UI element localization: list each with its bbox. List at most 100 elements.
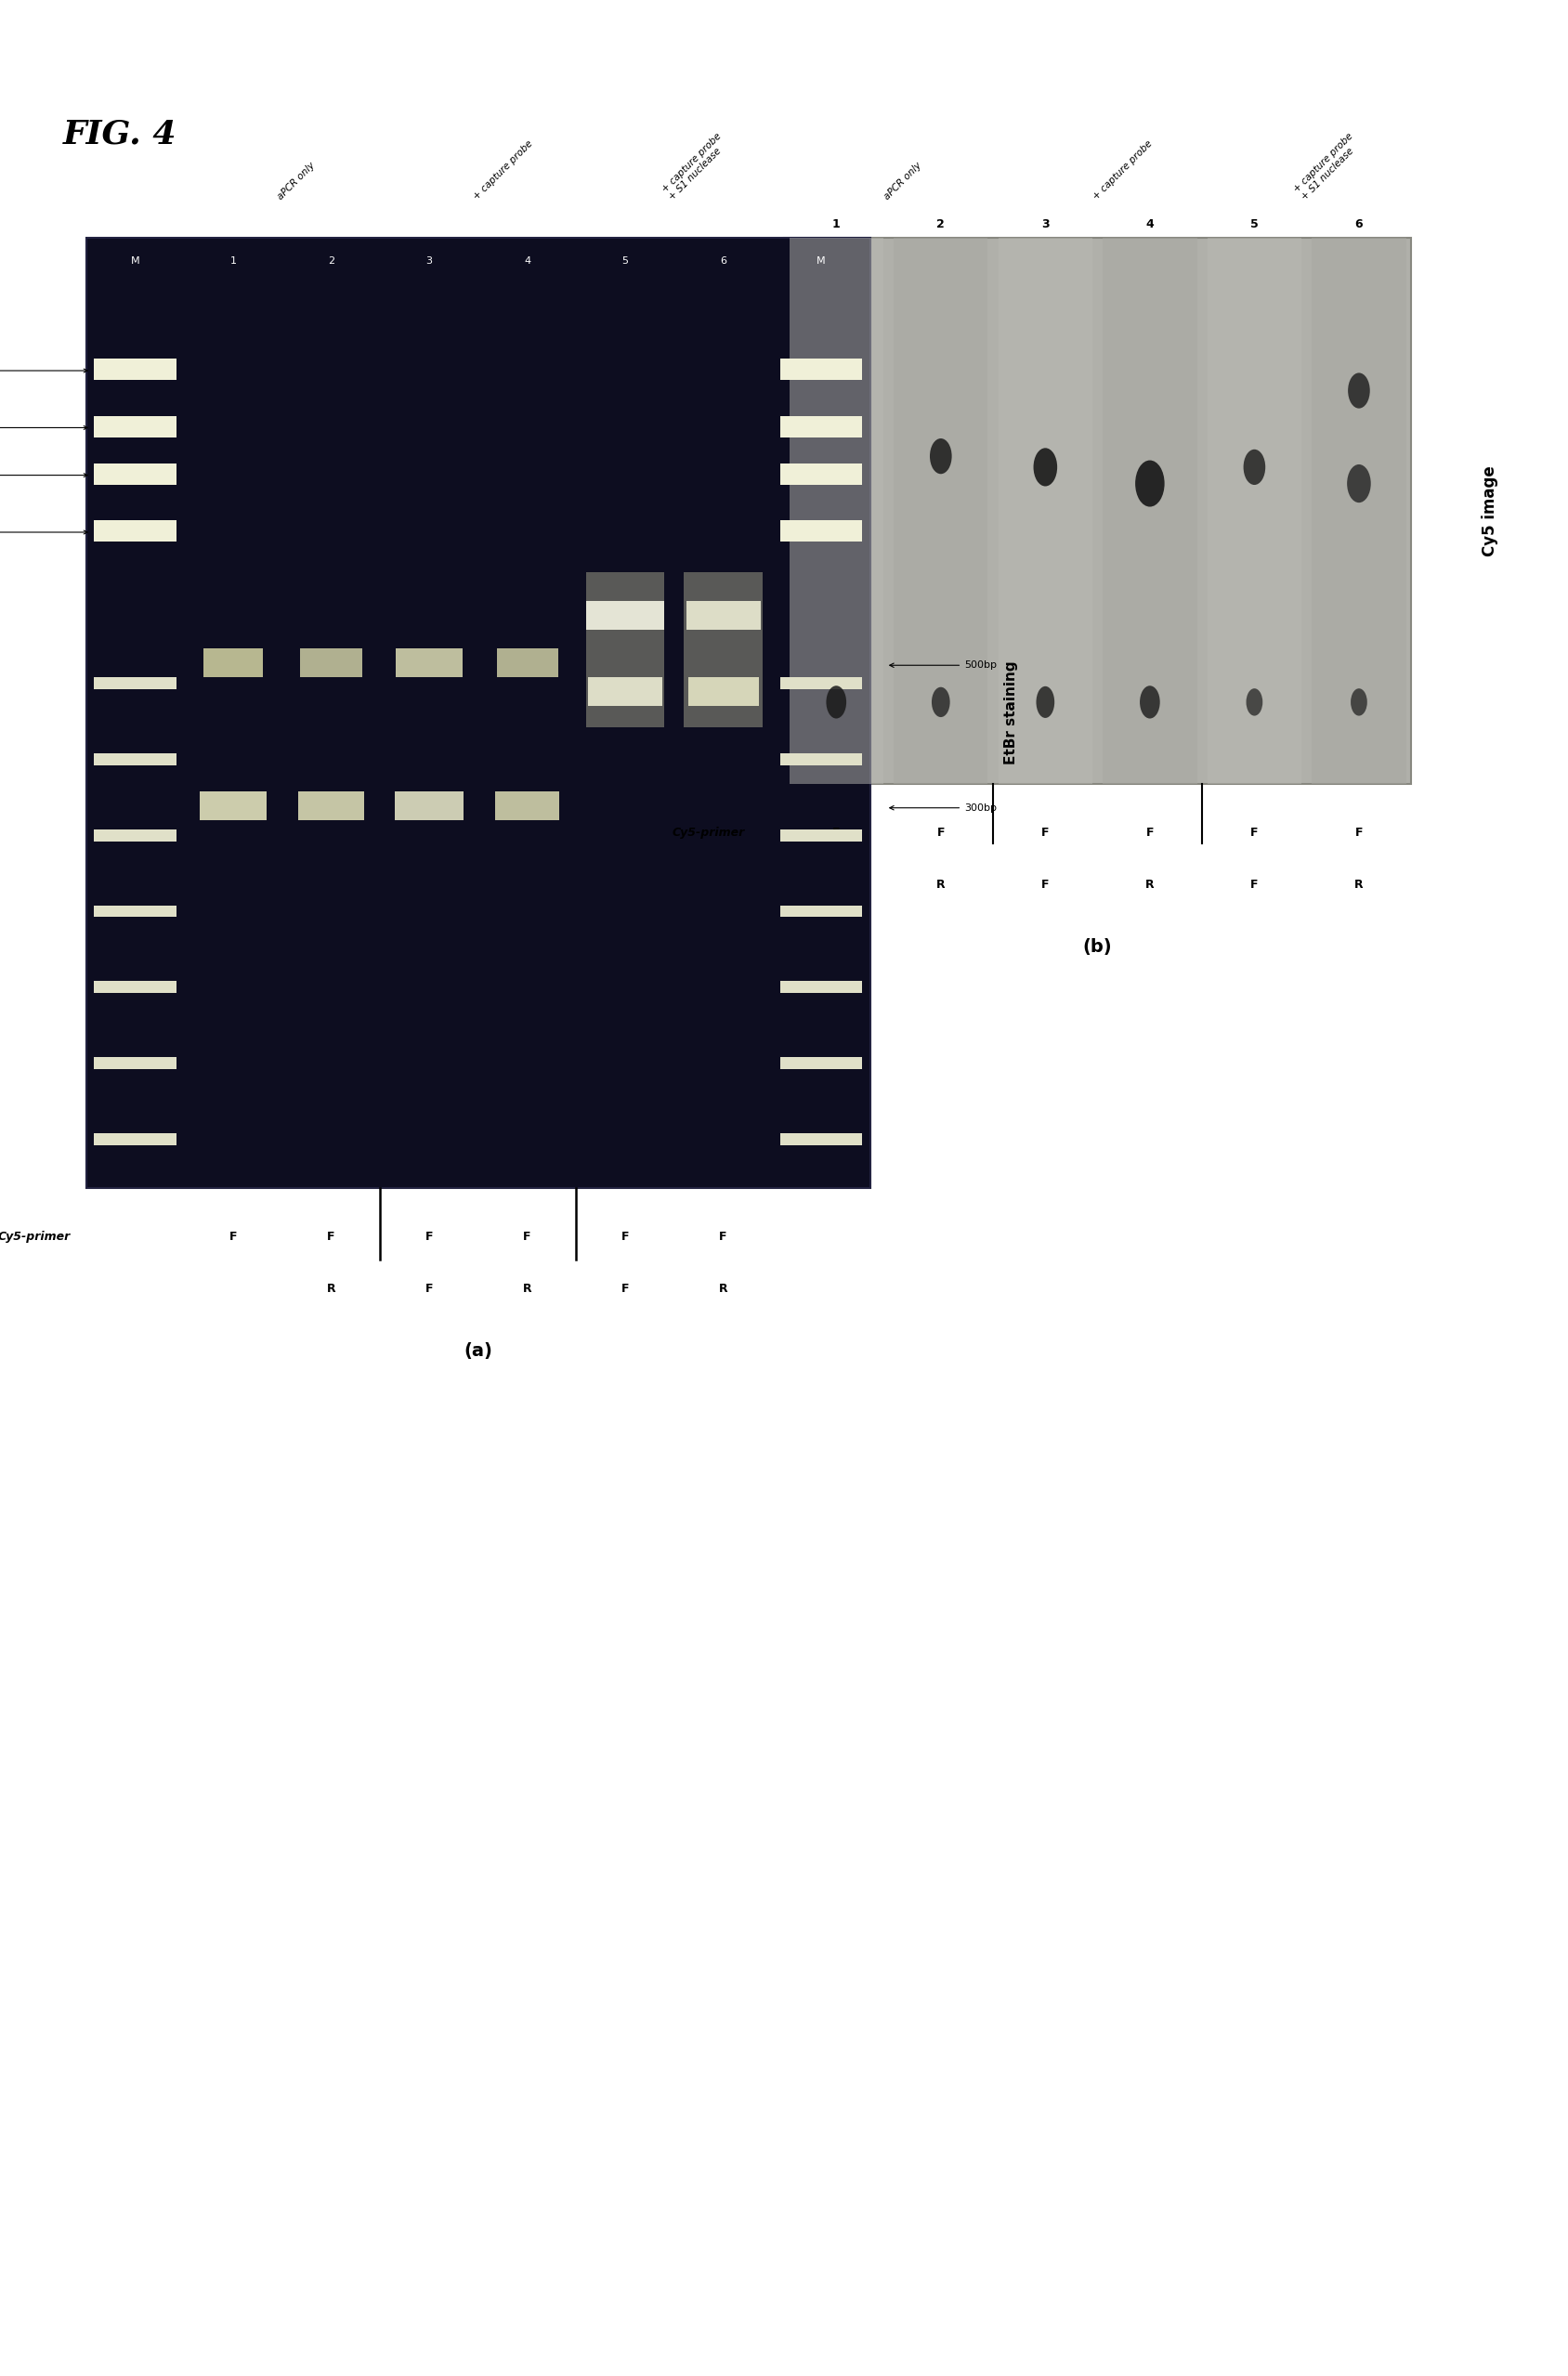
Bar [94, 829, 176, 841]
Text: Cy5 image: Cy5 image [1482, 466, 1497, 556]
Text: F: F [621, 1231, 629, 1243]
Text: 3: 3 [1041, 219, 1049, 230]
Text: F: F [1041, 827, 1049, 839]
Text: 1500bp: 1500bp [0, 470, 88, 480]
Ellipse shape [1348, 373, 1370, 409]
Text: 500bp: 500bp [889, 661, 997, 670]
Text: R: R [1355, 879, 1364, 891]
Text: F: F [425, 1283, 433, 1295]
Bar [1102, 238, 1196, 784]
Text: 6: 6 [1355, 219, 1363, 230]
Bar [784, 238, 1411, 784]
Text: 5: 5 [1250, 219, 1259, 230]
Text: Cy5-primer: Cy5-primer [0, 1231, 71, 1243]
Text: F: F [328, 1231, 336, 1243]
Bar [497, 649, 558, 677]
Text: F: F [1041, 879, 1049, 891]
Text: 2000bp: 2000bp [0, 423, 88, 432]
Ellipse shape [1140, 687, 1160, 718]
Bar [781, 829, 862, 841]
Bar [781, 677, 862, 689]
Text: (b): (b) [1083, 939, 1112, 955]
Ellipse shape [1135, 461, 1165, 506]
Text: M: M [817, 257, 826, 266]
Bar [586, 601, 665, 630]
Bar [94, 677, 176, 689]
Bar [789, 238, 883, 784]
Ellipse shape [1033, 449, 1057, 487]
Bar [781, 981, 862, 993]
Text: F: F [1250, 879, 1259, 891]
Text: 300bp: 300bp [889, 803, 997, 813]
Bar [781, 905, 862, 917]
Text: FIG. 4: FIG. 4 [63, 119, 177, 150]
Bar [781, 359, 862, 380]
Ellipse shape [930, 440, 952, 473]
Bar [94, 1133, 176, 1145]
Text: F: F [425, 1231, 433, 1243]
Text: + capture probe
+ S1 nuclease: + capture probe + S1 nuclease [1292, 131, 1363, 202]
Bar [588, 677, 663, 706]
Ellipse shape [931, 687, 950, 718]
Bar [688, 677, 759, 706]
Text: 1: 1 [230, 257, 237, 266]
Text: M: M [130, 257, 140, 266]
Text: 2: 2 [936, 219, 946, 230]
Text: (a): (a) [464, 1342, 492, 1359]
Text: R: R [326, 1283, 336, 1295]
Bar [94, 463, 176, 485]
Ellipse shape [826, 687, 847, 718]
Bar [894, 238, 988, 784]
Text: EtBr staining: EtBr staining [1005, 661, 1018, 765]
Text: 5: 5 [622, 257, 629, 266]
Ellipse shape [1036, 687, 1055, 718]
Bar [687, 601, 760, 630]
Bar [781, 1057, 862, 1069]
Text: Cy5-primer: Cy5-primer [673, 827, 745, 839]
Bar [495, 791, 560, 820]
Text: F: F [936, 827, 946, 839]
Bar [204, 649, 263, 677]
Bar [397, 649, 463, 677]
Text: R: R [718, 1283, 728, 1295]
Bar [298, 791, 365, 820]
Text: aPCR only: aPCR only [276, 162, 317, 202]
Bar [781, 753, 862, 765]
Bar [299, 649, 362, 677]
Text: aPCR only: aPCR only [881, 162, 924, 202]
Text: R: R [936, 879, 946, 891]
Bar [201, 791, 267, 820]
Text: F: F [1355, 827, 1363, 839]
Text: F: F [1250, 827, 1259, 839]
Bar [781, 520, 862, 542]
Bar [1312, 238, 1406, 784]
Bar [684, 573, 762, 727]
Bar [1207, 238, 1301, 784]
Text: 4: 4 [524, 257, 530, 266]
Text: R: R [1145, 879, 1154, 891]
Ellipse shape [1243, 449, 1265, 485]
Bar [86, 238, 870, 1188]
Text: F: F [1146, 827, 1154, 839]
Text: 1000bp: 1000bp [0, 527, 88, 537]
Text: + capture probe
+ S1 nuclease: + capture probe + S1 nuclease [660, 131, 731, 202]
Text: 3: 3 [426, 257, 433, 266]
Text: + capture probe: + capture probe [1091, 140, 1154, 202]
Text: R: R [522, 1283, 532, 1295]
Bar [395, 791, 464, 820]
Bar [94, 520, 176, 542]
Text: F: F [229, 1231, 237, 1243]
Bar [94, 416, 176, 437]
Text: F: F [621, 1283, 629, 1295]
Ellipse shape [1247, 689, 1262, 715]
Text: F: F [720, 1231, 728, 1243]
Bar [781, 1133, 862, 1145]
Bar [94, 359, 176, 380]
Text: 1: 1 [833, 219, 840, 230]
Bar [586, 573, 665, 727]
Bar [94, 981, 176, 993]
Bar [94, 905, 176, 917]
Bar [999, 238, 1093, 784]
Bar [94, 753, 176, 765]
Text: 3000bp: 3000bp [0, 366, 88, 375]
